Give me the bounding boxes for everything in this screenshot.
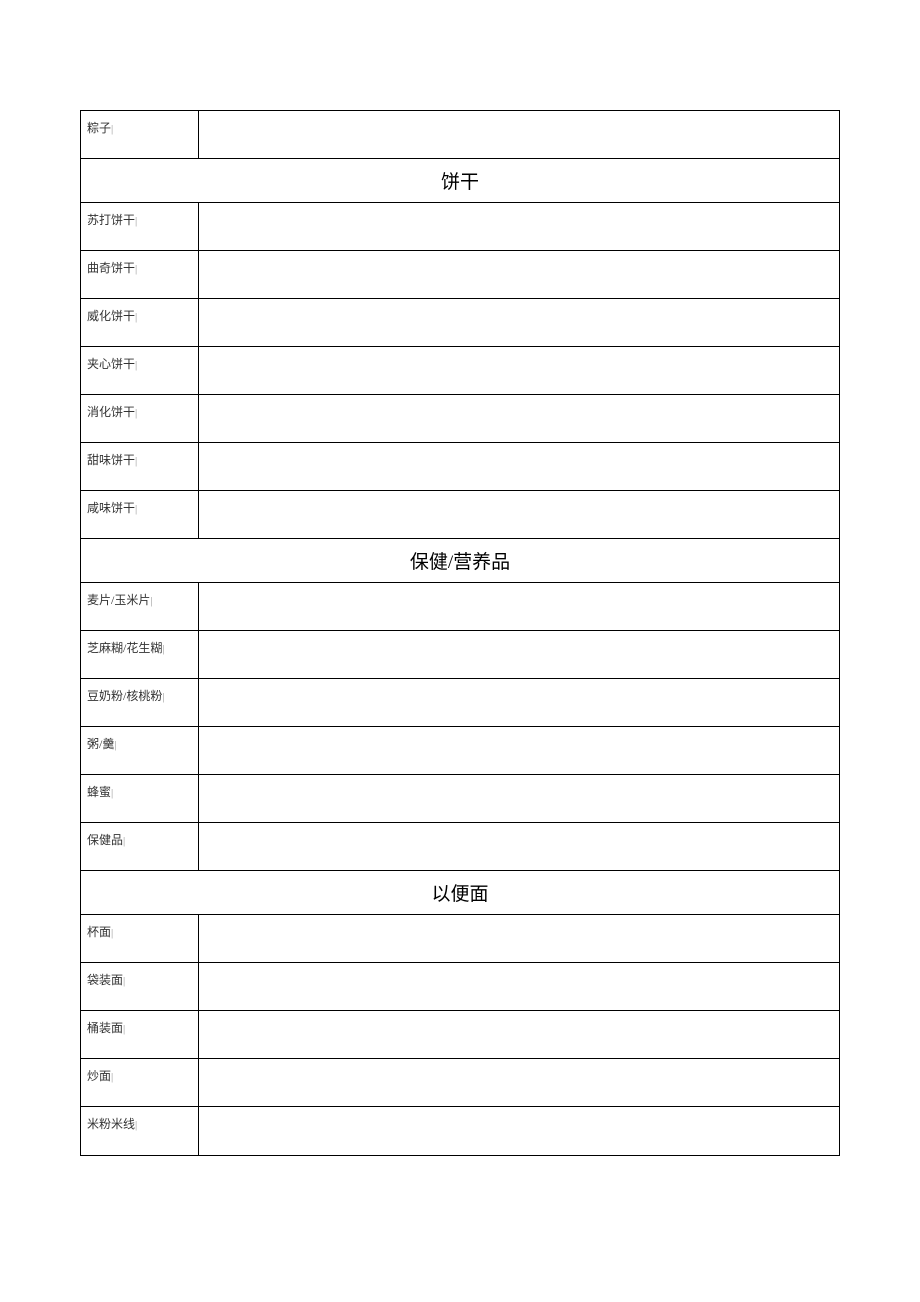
row-value-cell	[199, 631, 839, 678]
row-label: 炒面	[87, 1067, 113, 1084]
table-row: 杯面	[81, 915, 839, 963]
row-label: 杯面	[87, 923, 113, 940]
table-row: 芝麻糊/花生糊	[81, 631, 839, 679]
table-row: 粥/羹	[81, 727, 839, 775]
row-label-cell: 蜂蜜	[81, 775, 199, 822]
section-header-row: 以便面	[81, 871, 839, 915]
row-label-cell: 粽子	[81, 111, 199, 158]
row-label-cell: 袋装面	[81, 963, 199, 1010]
row-value-cell	[199, 1011, 839, 1058]
row-label-cell: 甜味饼干	[81, 443, 199, 490]
row-label: 粽子	[87, 119, 113, 136]
row-label-cell: 夹心饼干	[81, 347, 199, 394]
table-row: 消化饼干	[81, 395, 839, 443]
row-label: 蜂蜜	[87, 783, 113, 800]
table-row: 保健品	[81, 823, 839, 871]
section-header: 以便面	[81, 871, 839, 914]
row-label-cell: 杯面	[81, 915, 199, 962]
row-label-cell: 桶装面	[81, 1011, 199, 1058]
row-value-cell	[199, 491, 839, 538]
row-label-cell: 曲奇饼干	[81, 251, 199, 298]
row-value-cell	[199, 915, 839, 962]
section-header: 饼干	[81, 159, 839, 202]
section-header: 保健/营养品	[81, 539, 839, 582]
row-value-cell	[199, 963, 839, 1010]
table-row: 蜂蜜	[81, 775, 839, 823]
row-label-cell: 麦片/玉米片	[81, 583, 199, 630]
table-row: 咸味饼干	[81, 491, 839, 539]
row-value-cell	[199, 1107, 839, 1155]
row-label: 曲奇饼干	[87, 259, 137, 276]
row-label-cell: 粥/羹	[81, 727, 199, 774]
row-value-cell	[199, 679, 839, 726]
table-row: 苏打饼干	[81, 203, 839, 251]
row-label: 桶装面	[87, 1019, 125, 1036]
row-label-cell: 保健品	[81, 823, 199, 870]
table-row: 麦片/玉米片	[81, 583, 839, 631]
table-row: 炒面	[81, 1059, 839, 1107]
table-row: 夹心饼干	[81, 347, 839, 395]
row-value-cell	[199, 251, 839, 298]
row-label-cell: 米粉米线	[81, 1107, 199, 1155]
table-row: 米粉米线	[81, 1107, 839, 1155]
row-label: 芝麻糊/花生糊	[87, 639, 165, 656]
row-value-cell	[199, 347, 839, 394]
table-row: 豆奶粉/核桃粉	[81, 679, 839, 727]
row-value-cell	[199, 583, 839, 630]
row-label-cell: 消化饼干	[81, 395, 199, 442]
row-value-cell	[199, 1059, 839, 1106]
row-label: 保健品	[87, 831, 125, 848]
row-label-cell: 芝麻糊/花生糊	[81, 631, 199, 678]
section-header-row: 饼干	[81, 159, 839, 203]
row-value-cell	[199, 299, 839, 346]
row-label: 粥/羹	[87, 735, 117, 752]
table-row: 桶装面	[81, 1011, 839, 1059]
section-header-row: 保健/营养品	[81, 539, 839, 583]
row-label: 夹心饼干	[87, 355, 137, 372]
row-label: 咸味饼干	[87, 499, 137, 516]
table-row: 袋装面	[81, 963, 839, 1011]
row-value-cell	[199, 727, 839, 774]
row-label-cell: 苏打饼干	[81, 203, 199, 250]
row-value-cell	[199, 203, 839, 250]
row-label: 消化饼干	[87, 403, 137, 420]
row-value-cell	[199, 111, 839, 158]
row-label: 苏打饼干	[87, 211, 137, 228]
row-label: 麦片/玉米片	[87, 591, 153, 608]
row-label: 甜味饼干	[87, 451, 137, 468]
table-row: 粽子	[81, 111, 839, 159]
table-row: 威化饼干	[81, 299, 839, 347]
row-label: 威化饼干	[87, 307, 137, 324]
row-value-cell	[199, 775, 839, 822]
table-row: 甜味饼干	[81, 443, 839, 491]
row-label: 豆奶粉/核桃粉	[87, 687, 165, 704]
row-value-cell	[199, 395, 839, 442]
category-table: 粽子 饼干 苏打饼干 曲奇饼干 威化饼干 夹心饼干 消化饼干	[80, 110, 840, 1156]
row-label-cell: 豆奶粉/核桃粉	[81, 679, 199, 726]
row-label-cell: 炒面	[81, 1059, 199, 1106]
row-value-cell	[199, 823, 839, 870]
row-label-cell: 咸味饼干	[81, 491, 199, 538]
table-row: 曲奇饼干	[81, 251, 839, 299]
row-value-cell	[199, 443, 839, 490]
row-label-cell: 威化饼干	[81, 299, 199, 346]
row-label: 米粉米线	[87, 1115, 137, 1132]
row-label: 袋装面	[87, 971, 125, 988]
